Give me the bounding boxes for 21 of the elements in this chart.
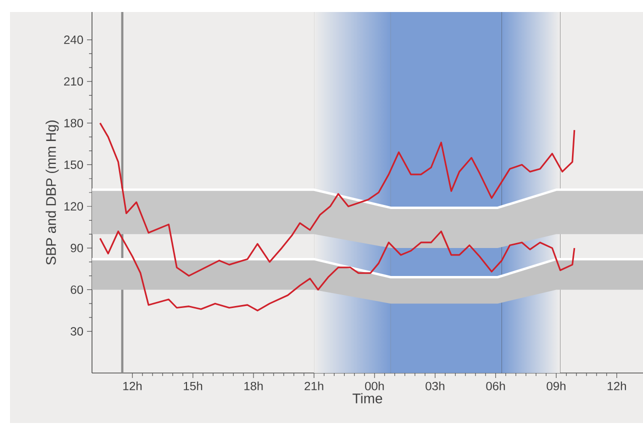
y-tick-label: 120 <box>64 202 84 211</box>
x-tick-label: 09h <box>546 382 566 390</box>
y-tick-label: 210 <box>64 77 84 86</box>
x-tick-label: 12h <box>123 382 142 390</box>
y-tick-label: 240 <box>64 36 84 44</box>
y-tick-label: 180 <box>64 118 84 128</box>
y-tick-label: 60 <box>70 285 84 294</box>
x-tick-label: 00h <box>365 382 384 390</box>
x-axis-title: Time <box>352 393 382 404</box>
y-tick-label: 30 <box>70 327 84 336</box>
x-tick-label: 12h <box>608 382 626 390</box>
x-tick-label: 15h <box>184 382 202 390</box>
x-tick-label: 06h <box>486 382 505 390</box>
y-axis-title: SBP and DBP (mm Hg) <box>46 120 59 265</box>
line-series <box>99 122 576 277</box>
x-tick-label: 03h <box>426 382 444 390</box>
y-tick-label: 90 <box>70 244 84 252</box>
y-tick-label: 150 <box>64 160 84 169</box>
x-tick-label: 21h <box>304 382 324 390</box>
line-series <box>99 230 576 312</box>
x-tick-label: 18h <box>244 382 263 390</box>
